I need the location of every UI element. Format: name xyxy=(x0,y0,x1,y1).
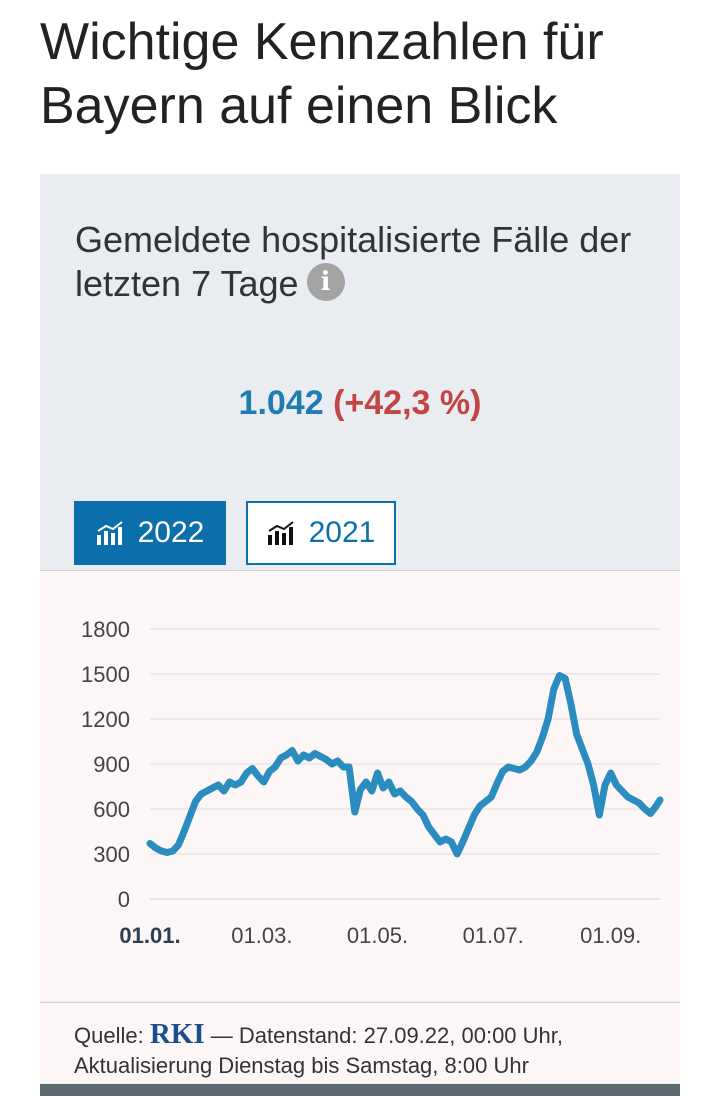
bar-chart-icon xyxy=(96,521,123,545)
kpi-card: Gemeldete hospitalisierte Fälle der letz… xyxy=(40,174,680,1096)
y-tick-label: 900 xyxy=(93,752,130,777)
y-tick-label: 0 xyxy=(118,887,130,912)
page-title: Wichtige Kennzahlen für Bayern auf einen… xyxy=(40,13,604,135)
y-tick-label: 1800 xyxy=(81,617,130,642)
card-title: Gemeldete hospitalisierte Fälle der letz… xyxy=(75,218,635,306)
info-icon[interactable]: i xyxy=(306,263,345,302)
source-footer: Quelle: RKI — Datenstand: 27.09.22, 00:0… xyxy=(40,1002,680,1083)
source-prefix: Quelle: xyxy=(74,1023,144,1048)
kpi-value: 1.042 xyxy=(238,384,324,422)
bottom-bar xyxy=(40,1084,680,1096)
kpi-value-row: 1.042 (+42,3 %) xyxy=(40,384,680,423)
x-tick-label: 01.09. xyxy=(580,923,641,948)
bar-chart-icon xyxy=(267,521,294,545)
tab-2022[interactable]: 2022 xyxy=(74,501,226,565)
card-title-text: Gemeldete hospitalisierte Fälle der letz… xyxy=(75,219,632,304)
x-tick-label: 01.05. xyxy=(347,923,408,948)
source-rest: — Datenstand: 27.09.22, 00:00 Uhr, xyxy=(210,1023,564,1048)
x-tick-label: 01.01. xyxy=(119,923,180,948)
kpi-change: (+42,3 %) xyxy=(333,384,482,422)
source-name[interactable]: RKI xyxy=(149,1018,205,1050)
tab-2021-label: 2021 xyxy=(308,516,376,549)
source-line2: Aktualisierung Dienstag bis Samstag, 8:0… xyxy=(74,1053,529,1078)
x-tick-label: 01.03. xyxy=(231,923,292,948)
y-tick-label: 1200 xyxy=(81,707,130,732)
y-tick-label: 300 xyxy=(93,842,130,867)
chart-area: 0 300 600 900 1200 1500 1800 01.01. 01.03. 01.05… xyxy=(40,570,680,1001)
hospitalization-chart: 0 300 600 900 1200 1500 1800 01.01. 01.03. 01.05… xyxy=(81,617,664,948)
x-tick-label: 01.07. xyxy=(463,923,524,948)
y-tick-label: 1500 xyxy=(81,662,130,687)
source-text: Quelle: RKI — Datenstand: 27.09.22, 00:0… xyxy=(74,1019,563,1081)
y-tick-label: 600 xyxy=(93,797,130,822)
series-line xyxy=(146,672,664,858)
tab-2022-label: 2022 xyxy=(137,516,205,549)
tab-2021[interactable]: 2021 xyxy=(246,501,396,565)
